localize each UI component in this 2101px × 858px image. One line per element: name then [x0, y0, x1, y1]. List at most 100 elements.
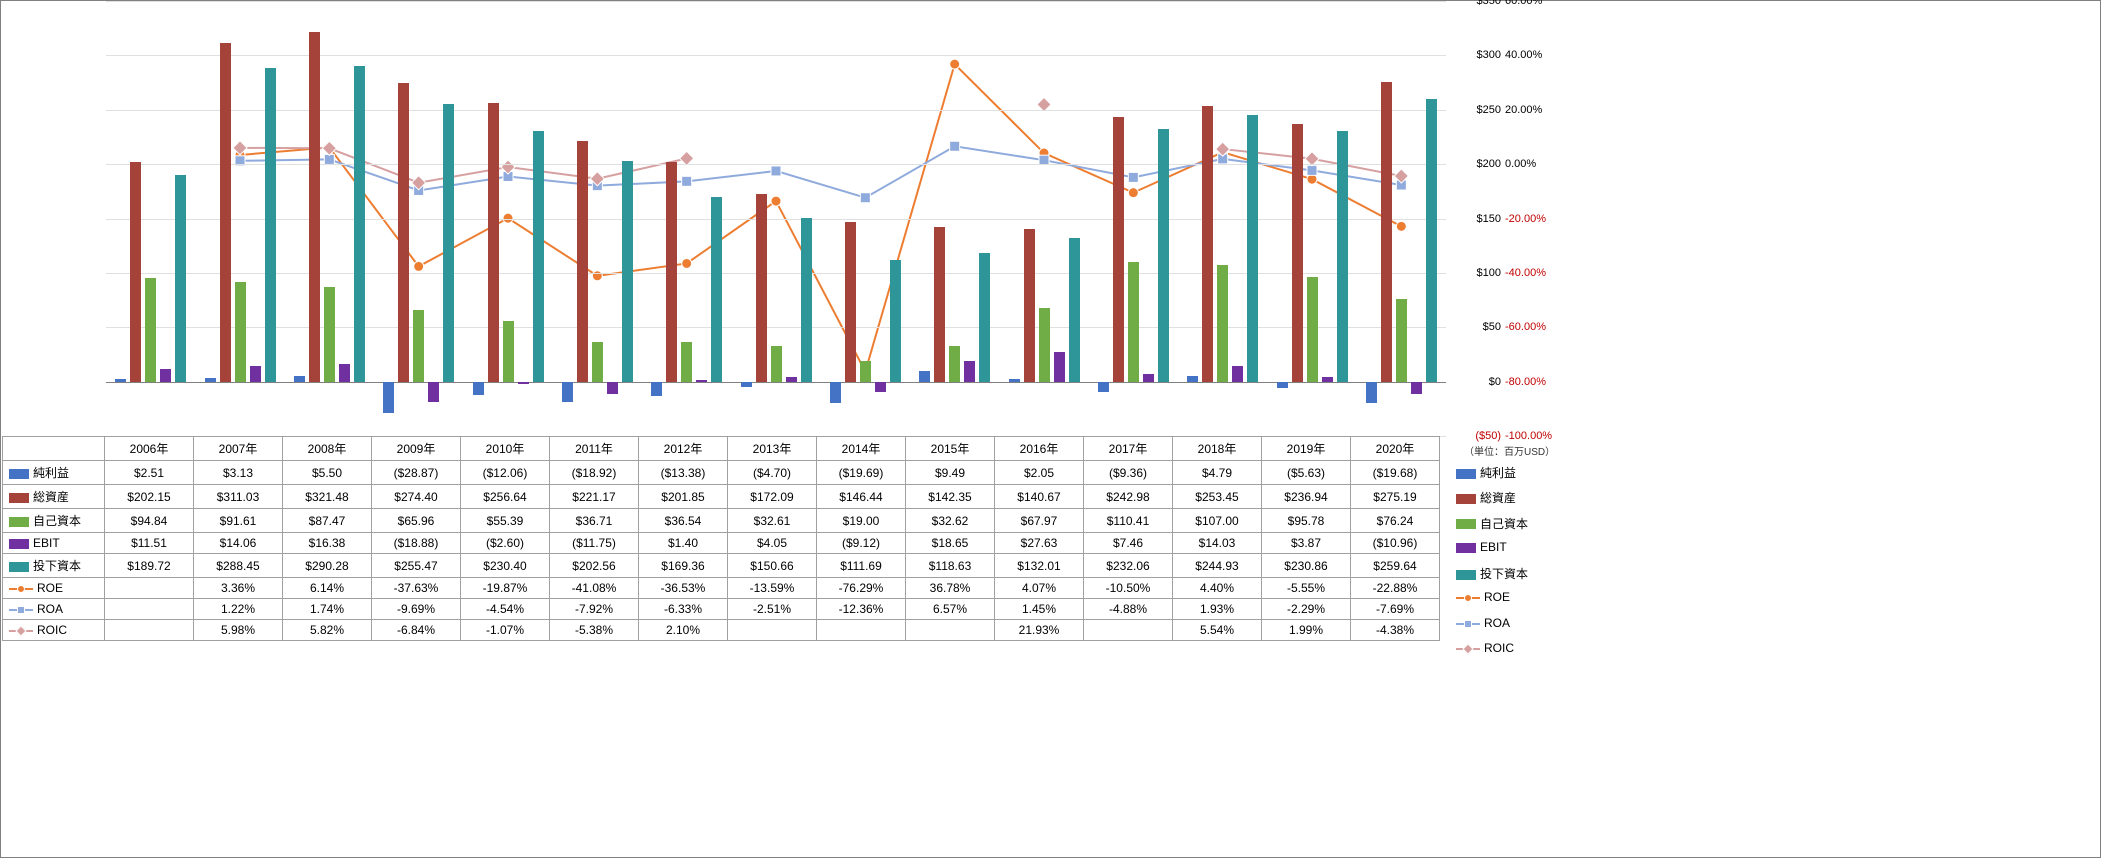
- table-cell: $230.40: [461, 554, 550, 578]
- table-cell: $4.05: [728, 533, 817, 554]
- table-cell: 6.14%: [283, 578, 372, 599]
- legend-swatch-net_income: [9, 469, 29, 479]
- table-cell: 1.93%: [1173, 599, 1262, 620]
- table-cell: $14.03: [1173, 533, 1262, 554]
- marker-roa: [592, 181, 602, 191]
- bar-ebit: [1232, 366, 1243, 381]
- bar-equity: [949, 346, 960, 381]
- y-tick-pct: -20.00%: [1501, 213, 1561, 225]
- bar-ebit: [696, 380, 707, 382]
- series-label: 自己資本: [33, 514, 81, 528]
- bar-equity: [1307, 277, 1318, 381]
- table-cell: $290.28: [283, 554, 372, 578]
- table-cell: $19.00: [817, 509, 906, 533]
- marker-roe: [950, 59, 960, 69]
- table-cell: ($9.36): [1084, 461, 1173, 485]
- table-cell: $65.96: [372, 509, 461, 533]
- table-cell: $2.05: [995, 461, 1084, 485]
- y-tick-pct: 20.00%: [1501, 104, 1561, 116]
- table-cell: -4.88%: [1084, 599, 1173, 620]
- table-cell: $14.06: [194, 533, 283, 554]
- table-cell: $5.50: [283, 461, 372, 485]
- bar-total_assets: [309, 32, 320, 382]
- table-cell: $9.49: [906, 461, 995, 485]
- bar-total_assets: [220, 43, 231, 381]
- side-legend-label: ROA: [1484, 616, 1510, 630]
- marker-roa: [503, 171, 513, 181]
- table-cell: -4.38%: [1351, 620, 1440, 641]
- bar-equity: [1039, 308, 1050, 382]
- table-cell: -37.63%: [372, 578, 461, 599]
- bar-net_income: [1009, 379, 1020, 381]
- y-tick-usd: $100: [1451, 267, 1501, 279]
- bar-equity: [860, 361, 871, 382]
- table-row: ROIC5.98%5.82%-6.84%-1.07%-5.38%2.10%21.…: [3, 620, 1440, 641]
- bar-ebit: [518, 382, 529, 385]
- bar-total_assets: [756, 194, 767, 381]
- side-legend-label: 自己資本: [1480, 517, 1528, 531]
- line-roa: [240, 146, 1401, 197]
- bar-ebit: [1143, 374, 1154, 382]
- table-cell: $11.51: [105, 533, 194, 554]
- table-cell: $16.38: [283, 533, 372, 554]
- table-cell: $146.44: [817, 485, 906, 509]
- bar-equity: [413, 310, 424, 382]
- table-cell: $87.47: [283, 509, 372, 533]
- side-legend-item: ROA: [1456, 613, 1528, 638]
- gridline: [106, 382, 1446, 383]
- y-tick-usd: $0: [1451, 376, 1501, 388]
- bar-total_assets: [845, 222, 856, 381]
- chart-container: $350$300$250$200$150$100$50$0($50) 60.00…: [0, 0, 2101, 858]
- marker-roe: [1307, 174, 1317, 184]
- y-tick-usd: ($50): [1451, 430, 1501, 442]
- y-tick-usd: $350: [1451, 0, 1501, 7]
- table-cell: 4.07%: [995, 578, 1084, 599]
- bar-invested: [711, 197, 722, 381]
- table-cell: $55.39: [461, 509, 550, 533]
- table-cell: [906, 620, 995, 641]
- marker-roic: [1216, 142, 1230, 156]
- legend-swatch-invested: [9, 562, 29, 572]
- table-cell: -2.51%: [728, 599, 817, 620]
- table-cell: $3.87: [1262, 533, 1351, 554]
- y-tick-pct: -80.00%: [1501, 376, 1561, 388]
- table-cell: -2.29%: [1262, 599, 1351, 620]
- marker-roic: [1394, 169, 1408, 183]
- series-label: ROA: [37, 602, 63, 616]
- table-cell: -12.36%: [817, 599, 906, 620]
- table-cell: $221.17: [550, 485, 639, 509]
- bar-equity: [592, 342, 603, 382]
- bar-invested: [265, 68, 276, 382]
- table-cell: 3.36%: [194, 578, 283, 599]
- bar-equity: [324, 287, 335, 382]
- table-row: ROE3.36%6.14%-37.63%-19.87%-41.08%-36.53…: [3, 578, 1440, 599]
- table-cell: ($13.38): [639, 461, 728, 485]
- year-header: 2013年: [728, 437, 817, 461]
- row-header-total_assets: 総資産: [3, 485, 105, 509]
- table-cell: $150.66: [728, 554, 817, 578]
- y-tick-pct: -60.00%: [1501, 321, 1561, 333]
- side-legend-item: 純利益: [1456, 461, 1528, 486]
- bar-invested: [1158, 129, 1169, 381]
- table-row: 総資産$202.15$311.03$321.48$274.40$256.64$2…: [3, 485, 1440, 509]
- bar-net_income: [205, 378, 216, 381]
- year-header: 2009年: [372, 437, 461, 461]
- y-tick-usd: $250: [1451, 104, 1501, 116]
- side-legend-item: 自己資本: [1456, 512, 1528, 537]
- marker-roe: [1218, 147, 1228, 157]
- table-cell: ($18.88): [372, 533, 461, 554]
- table-cell: 4.40%: [1173, 578, 1262, 599]
- table-cell: 1.45%: [995, 599, 1084, 620]
- bar-ebit: [875, 382, 886, 392]
- table-cell: -19.87%: [461, 578, 550, 599]
- table-cell: -7.69%: [1351, 599, 1440, 620]
- side-legend-item: ROE: [1456, 587, 1528, 612]
- table-cell: 5.98%: [194, 620, 283, 641]
- legend-swatch-equity: [9, 517, 29, 527]
- marker-roe: [414, 261, 424, 271]
- bar-invested: [1247, 115, 1258, 381]
- year-header: 2006年: [105, 437, 194, 461]
- bar-total_assets: [666, 162, 677, 382]
- marker-roa: [950, 141, 960, 151]
- table-cell: $275.19: [1351, 485, 1440, 509]
